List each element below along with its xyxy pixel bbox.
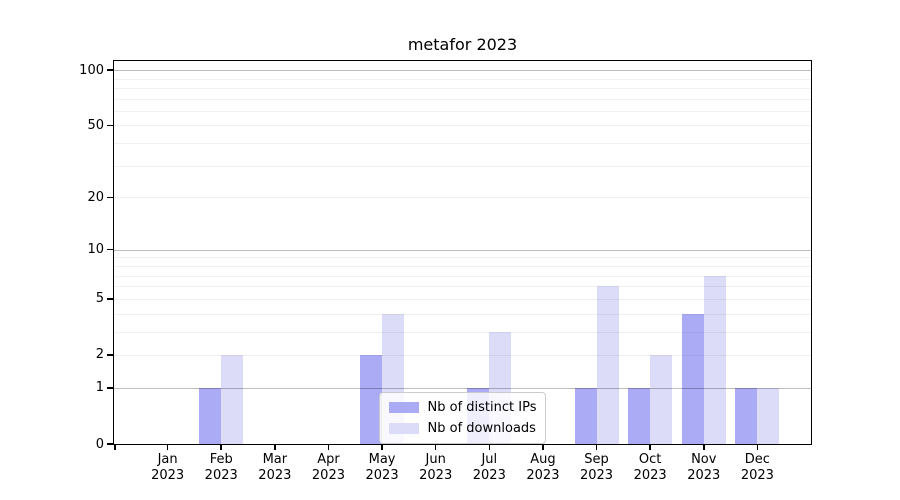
gridline-minor-40	[114, 143, 811, 145]
y-tick-0	[107, 443, 113, 445]
bar-distinct-ips-nov-2023	[681, 313, 704, 444]
x-tick-nov	[703, 445, 705, 450]
y-tick-2	[107, 354, 113, 356]
gridline-minor-9	[114, 257, 811, 259]
y-tick-100	[107, 69, 113, 71]
y-tick-label-100: 100	[79, 62, 104, 78]
x-tick-jan	[166, 445, 169, 450]
legend-label-downloads: Nb of downloads	[427, 421, 536, 436]
bar-downloads-nov-2023	[703, 275, 726, 444]
bar-distinct-ips-sep-2023	[574, 387, 597, 444]
gridline-minor-70	[114, 98, 811, 100]
y-tick-label-20: 20	[87, 189, 104, 205]
y-tick-5	[107, 298, 113, 300]
x-tick-jun	[434, 445, 437, 450]
x-tick-label-jun: Jun 2023	[419, 452, 453, 483]
x-tick-label-apr: Apr 2023	[311, 452, 345, 483]
y-tick-label-10: 10	[87, 242, 104, 258]
gridline-minor-20	[114, 197, 811, 199]
bar-downloads-sep-2023	[596, 286, 619, 444]
y-tick-20	[107, 196, 113, 199]
legend-swatch-downloads	[388, 423, 419, 434]
x-tick-label-jan: Jan 2023	[151, 452, 185, 483]
bar-distinct-ips-oct-2023	[628, 387, 651, 444]
legend-item-distinct-ips: Nb of distinct IPs	[388, 399, 537, 416]
gridline-minor-50	[114, 125, 811, 127]
bar-downloads-dec-2023	[757, 387, 780, 444]
x-tick-label-jul: Jul 2023	[472, 452, 506, 483]
x-tick-label-aug: Aug 2023	[526, 452, 560, 483]
bar-distinct-ips-may-2023	[360, 354, 383, 444]
x-tick-label-oct: Oct 2023	[633, 452, 667, 483]
legend-label-distinct-ips: Nb of distinct IPs	[427, 400, 537, 415]
x-tick-label-dec: Dec 2023	[740, 452, 774, 483]
x-tick-label-feb: Feb 2023	[204, 452, 238, 483]
gridline-major-10	[114, 249, 811, 251]
y-tick-50	[107, 124, 113, 127]
x-tick-label-sep: Sep 2023	[579, 452, 614, 483]
x-tick-label-may: May 2023	[365, 452, 399, 483]
gridline-minor-8	[114, 265, 811, 267]
gridline-major-100	[114, 70, 811, 72]
legend: Nb of distinct IPs Nb of downloads	[378, 392, 547, 444]
x-tick-dec	[756, 445, 759, 450]
x-tick-may	[381, 445, 383, 450]
legend-swatch-distinct-ips	[388, 402, 419, 413]
bar-downloads-oct-2023	[650, 354, 673, 444]
x-tick-apr	[327, 445, 330, 450]
y-tick-label-1: 1	[95, 380, 104, 396]
x-tick-edge	[114, 445, 116, 450]
x-tick-jul	[488, 445, 491, 450]
chart-title: metafor 2023	[407, 35, 518, 54]
x-tick-sep	[595, 445, 598, 450]
x-tick-label-mar: Mar 2023	[258, 452, 292, 483]
bar-distinct-ips-dec-2023	[735, 387, 758, 444]
bar-downloads-feb-2023	[221, 354, 244, 444]
x-tick-oct	[649, 445, 651, 450]
gridline-minor-90	[114, 78, 811, 80]
x-tick-feb	[220, 445, 222, 450]
x-tick-aug	[542, 445, 544, 450]
y-tick-label-0: 0	[95, 436, 104, 452]
y-tick-1	[107, 387, 113, 389]
y-tick-label-5: 5	[95, 291, 104, 307]
x-tick-label-nov: Nov 2023	[687, 452, 721, 483]
gridline-minor-30	[114, 165, 811, 167]
bar-distinct-ips-feb-2023	[199, 387, 222, 444]
x-tick-mar	[274, 445, 276, 450]
y-tick-label-2: 2	[95, 347, 104, 363]
y-tick-10	[107, 248, 113, 251]
gridline-minor-80	[114, 87, 811, 89]
legend-item-downloads: Nb of downloads	[388, 420, 537, 437]
gridline-minor-60	[114, 110, 811, 112]
y-tick-label-50: 50	[87, 117, 104, 133]
